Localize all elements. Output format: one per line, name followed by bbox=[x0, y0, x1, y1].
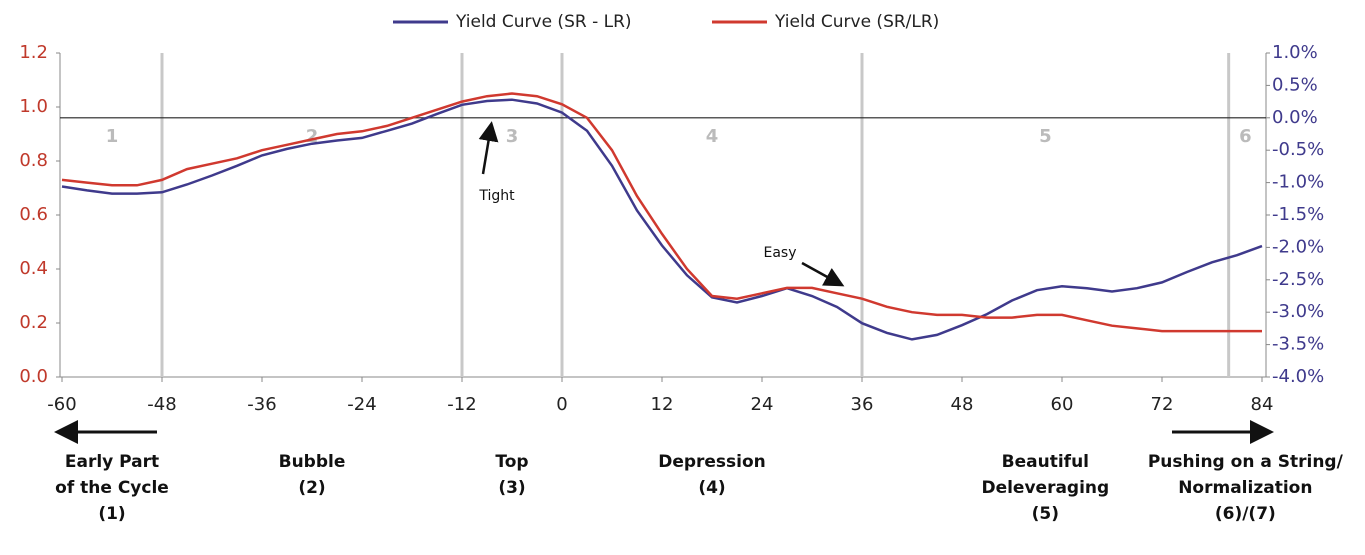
x-tick-label: 24 bbox=[751, 394, 774, 415]
x-tick-label: 72 bbox=[1151, 394, 1174, 415]
phase-label: Bubble bbox=[279, 452, 346, 472]
phase-label: (5) bbox=[1032, 504, 1059, 524]
y-tick-label: 0.4 bbox=[19, 258, 48, 279]
phase-number: 6 bbox=[1239, 126, 1252, 147]
phase-label: (6)/(7) bbox=[1215, 504, 1276, 524]
phase-number: 2 bbox=[306, 126, 319, 147]
y2-tick-label: -3.0% bbox=[1272, 301, 1324, 322]
x-tick-label: 60 bbox=[1051, 394, 1074, 415]
phase-number: 5 bbox=[1039, 126, 1052, 147]
x-tick-label: 84 bbox=[1251, 394, 1274, 415]
y2-tick-label: -0.5% bbox=[1272, 139, 1324, 160]
y2-tick-label: 0.0% bbox=[1272, 107, 1318, 128]
x-tick-label: -24 bbox=[347, 394, 376, 415]
phase-number: 4 bbox=[706, 126, 719, 147]
phase-label: (4) bbox=[698, 478, 725, 498]
phase-label: Deleveraging bbox=[981, 478, 1109, 498]
phase-label: Beautiful bbox=[1002, 452, 1089, 472]
x-tick-label: -12 bbox=[447, 394, 476, 415]
x-tick-label: -60 bbox=[47, 394, 76, 415]
phase-label: Early Part bbox=[65, 452, 159, 472]
x-tick-label: 12 bbox=[651, 394, 674, 415]
phase-label: (1) bbox=[98, 504, 125, 524]
y2-tick-label: -1.0% bbox=[1272, 172, 1324, 193]
y2-tick-label: -1.5% bbox=[1272, 204, 1324, 225]
x-tick-label: 36 bbox=[851, 394, 874, 415]
y2-tick-label: -2.5% bbox=[1272, 269, 1324, 290]
phase-label: of the Cycle bbox=[55, 478, 169, 498]
phase-label: Pushing on a String/ bbox=[1148, 452, 1344, 472]
phase-number: 3 bbox=[506, 126, 519, 147]
annotation: Easy bbox=[763, 245, 796, 261]
y-tick-label: 0.8 bbox=[19, 150, 48, 171]
annotation-arrow bbox=[478, 121, 499, 175]
annotation-arrow bbox=[801, 261, 845, 287]
y-tick-label: 0.0 bbox=[19, 366, 48, 387]
y2-tick-label: 1.0% bbox=[1272, 42, 1318, 63]
x-tick-label: 0 bbox=[556, 394, 567, 415]
y2-tick-label: -4.0% bbox=[1272, 366, 1324, 387]
y2-tick-label: -3.5% bbox=[1272, 334, 1324, 355]
y-tick-label: 0.6 bbox=[19, 204, 48, 225]
x-tick-label: -48 bbox=[147, 394, 176, 415]
series-line bbox=[61, 98, 1263, 341]
y-tick-label: 1.0 bbox=[19, 96, 48, 117]
phase-label: (3) bbox=[498, 478, 525, 498]
phase-label: Normalization bbox=[1178, 478, 1312, 498]
y2-tick-label: -2.0% bbox=[1272, 236, 1324, 257]
phase-label: Depression bbox=[658, 452, 766, 472]
x-tick-label: -36 bbox=[247, 394, 276, 415]
y-tick-label: 0.2 bbox=[19, 312, 48, 333]
annotation: Tight bbox=[478, 188, 515, 204]
series-line bbox=[61, 92, 1262, 333]
phase-label: Top bbox=[495, 452, 528, 472]
legend-label: Yield Curve (SR/LR) bbox=[774, 12, 939, 32]
legend-label: Yield Curve (SR - LR) bbox=[455, 12, 632, 32]
phase-number: 1 bbox=[106, 126, 119, 147]
x-tick-label: 48 bbox=[951, 394, 974, 415]
y-tick-label: 1.2 bbox=[19, 42, 48, 63]
phase-label: (2) bbox=[298, 478, 325, 498]
y2-tick-label: 0.5% bbox=[1272, 74, 1318, 95]
